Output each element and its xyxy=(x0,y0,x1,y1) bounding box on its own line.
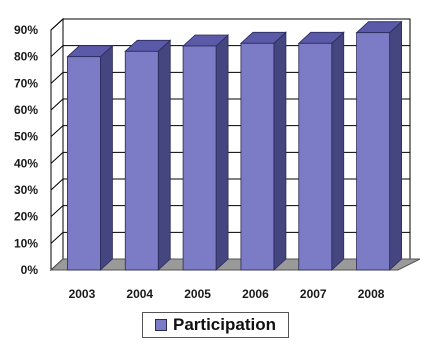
legend: Participation xyxy=(142,312,289,338)
bar-front-face xyxy=(67,56,101,271)
y-axis-tick-labels: 0% 10% 20% 30% 40% 50% 60% 70% 80% 90% xyxy=(14,23,38,277)
gridline xyxy=(50,98,410,111)
bar-front-face xyxy=(240,42,275,271)
y-tick-label: 40% xyxy=(14,156,38,170)
bar-front-face xyxy=(124,50,159,271)
bar-side-face xyxy=(215,34,229,271)
y-tick-label: 90% xyxy=(14,23,38,37)
bar-front-face xyxy=(356,32,390,271)
x-axis-tick-labels: 2003 2004 2005 2006 2007 2008 xyxy=(69,287,385,301)
bar-2004 xyxy=(124,39,172,271)
side-wall xyxy=(50,17,64,272)
gridline xyxy=(50,205,410,218)
bar-front-face xyxy=(298,42,333,271)
gridline xyxy=(50,45,410,58)
x-tick-label-2006: 2006 xyxy=(242,287,269,301)
x-tick-label-2008: 2008 xyxy=(358,287,385,301)
gridline xyxy=(50,71,410,84)
bars xyxy=(66,20,403,271)
bar-2006 xyxy=(239,31,287,271)
y-tick-label: 20% xyxy=(14,210,38,224)
gridline xyxy=(50,178,410,191)
x-tick-label-2004: 2004 xyxy=(126,287,153,301)
bar-side-face xyxy=(389,20,402,271)
y-tick-label: 80% xyxy=(14,50,38,64)
bar-2003 xyxy=(66,44,114,271)
y-tick-label: 60% xyxy=(14,103,38,117)
gridline xyxy=(50,125,410,138)
y-tick-label: 70% xyxy=(14,76,38,90)
bar-side-face xyxy=(273,31,287,271)
y-tick-label: 50% xyxy=(14,130,38,144)
y-tick-label: 10% xyxy=(14,236,38,250)
gridline xyxy=(50,151,410,164)
x-tick-label-2007: 2007 xyxy=(300,287,327,301)
bar-side-face xyxy=(331,31,345,271)
bar-front-face xyxy=(182,45,217,271)
bar-2007 xyxy=(297,31,345,271)
legend-swatch xyxy=(155,319,168,331)
gridline xyxy=(50,231,410,244)
y-tick-label: 30% xyxy=(14,183,38,197)
bar-2008 xyxy=(355,20,403,271)
y-tick-label: 0% xyxy=(21,263,39,277)
gridline xyxy=(50,18,410,31)
x-tick-label-2003: 2003 xyxy=(69,287,96,301)
bar-side-face xyxy=(100,44,113,271)
bar-side-face xyxy=(157,39,171,271)
legend-label-participation: Participation xyxy=(173,315,276,334)
bar-2005 xyxy=(182,34,230,271)
x-tick-label-2005: 2005 xyxy=(184,287,211,301)
